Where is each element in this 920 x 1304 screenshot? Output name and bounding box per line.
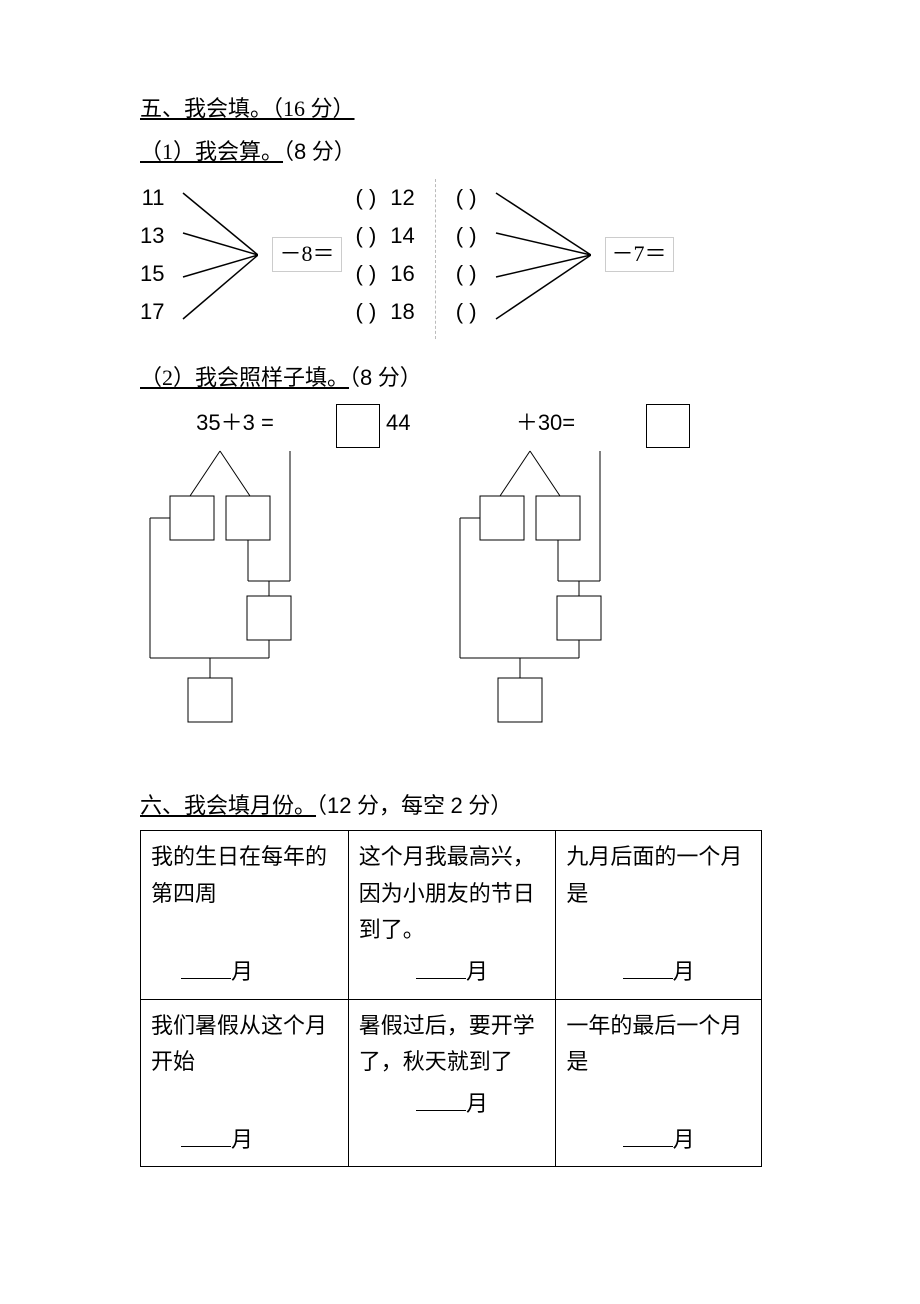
blank-r1c2[interactable]	[416, 978, 466, 979]
p2-left: 35＋3 =	[140, 404, 410, 737]
blank-r2c2[interactable]	[416, 1110, 466, 1111]
p1-r-p3[interactable]: ( )	[456, 255, 477, 293]
cell-r1c1: 我的生日在每年的 第四周 月	[141, 831, 349, 999]
p1-r-n3: 16	[390, 255, 414, 293]
problem2: 35＋3 =	[140, 404, 780, 737]
p1-l-n4: 17	[140, 293, 164, 331]
p1-left-op: －8＝	[272, 237, 341, 272]
converge-lines-left	[178, 179, 258, 331]
p1-l-n3: 15	[140, 255, 164, 293]
p1-l-n1: 11	[140, 179, 164, 217]
problem1: 11 13 15 17 －8＝ ( ) ( ) ( ) ( ) 12 14 16…	[140, 179, 780, 339]
p1-left-placeholders: ( ) ( ) ( ) ( )	[356, 179, 377, 331]
tree-svg-left	[140, 446, 330, 726]
p1-divider	[435, 179, 436, 339]
cell-r2c3: 一年的最后一个月 是 月	[556, 999, 762, 1167]
q1-label: （1）我会算。（8 分）	[140, 133, 780, 170]
p2-right: ＋30=	[450, 404, 690, 737]
p1-l-p4[interactable]: ( )	[356, 293, 377, 331]
blank-r2c1[interactable]	[181, 1146, 231, 1147]
p1-r-n4: 18	[390, 293, 414, 331]
p1-r-n2: 14	[390, 217, 414, 255]
q2-label: （2）我会照样子填。（8 分）	[140, 359, 780, 396]
p2-right-expr: ＋30=	[450, 404, 640, 441]
cell-r1c3: 九月后面的一个月 是 月	[556, 831, 762, 999]
cell-r2c1: 我们暑假从这个月 开始 月	[141, 999, 349, 1167]
p1-l-p3[interactable]: ( )	[356, 255, 377, 293]
p2-right-ansbox[interactable]	[646, 404, 690, 448]
section5-title: 五、我会填。（16 分）	[140, 90, 780, 127]
blank-r1c1[interactable]	[181, 978, 231, 979]
p2-left-extra: 44	[386, 404, 410, 441]
p1-l-p1[interactable]: ( )	[356, 179, 377, 217]
cell-r1c2: 这个月我最高兴， 因为小朋友的节日 到了。 月	[348, 831, 556, 999]
p1-right-op-wrap: －7＝	[605, 179, 674, 331]
month-table: 我的生日在每年的 第四周 月 这个月我最高兴， 因为小朋友的节日 到了。 月 九…	[140, 830, 762, 1167]
p1-left-inputs: 11 13 15 17	[140, 179, 164, 331]
blank-r2c3[interactable]	[623, 1146, 673, 1147]
tree-svg-right	[450, 446, 640, 726]
converge-lines-right	[491, 179, 591, 331]
p1-r-p4[interactable]: ( )	[456, 293, 477, 331]
p1-left-op-wrap: －8＝	[272, 179, 341, 331]
p1-l-n2: 13	[140, 217, 164, 255]
p2-left-expr: 35＋3 =	[140, 404, 330, 441]
p1-r-p1[interactable]: ( )	[456, 179, 477, 217]
p1-l-p2[interactable]: ( )	[356, 217, 377, 255]
p1-right-op: －7＝	[605, 237, 674, 272]
p1-r-n1: 12	[390, 179, 414, 217]
p1-right-placeholders: ( ) ( ) ( ) ( )	[456, 179, 477, 331]
blank-r1c3[interactable]	[623, 978, 673, 979]
section6-title: 六、我会填月份。（12 分，每空 2 分）	[140, 787, 780, 824]
cell-r2c2: 暑假过后，要开学 了，秋天就到了 月	[348, 999, 556, 1167]
p2-left-ansbox[interactable]	[336, 404, 380, 448]
p1-r-p2[interactable]: ( )	[456, 217, 477, 255]
p1-right-inputs: 12 14 16 18	[390, 179, 414, 331]
